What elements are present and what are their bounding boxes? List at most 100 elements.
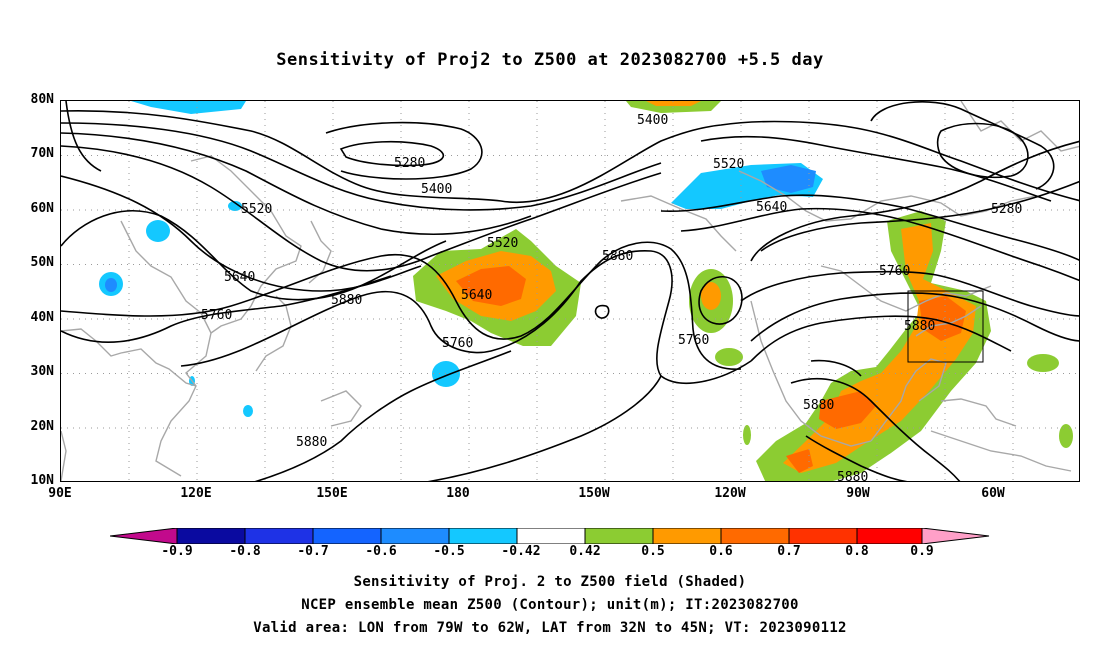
negative-region: [105, 278, 117, 292]
contour-line: [750, 315, 1012, 362]
contour-line: [805, 435, 908, 481]
colorbar-label: 0.42: [569, 544, 601, 559]
contour-label: 5640: [461, 288, 492, 303]
contour-line: [750, 140, 1079, 262]
coastline: [930, 430, 1072, 472]
lat-label-70n: 70N: [30, 146, 54, 161]
contour-line: [61, 210, 447, 301]
positive-region: [646, 101, 701, 106]
colorbar-label: 0.6: [709, 544, 733, 559]
colorbar-label: 0.7: [777, 544, 801, 559]
contour-line: [698, 276, 743, 325]
colorbar-swatch: [312, 528, 382, 544]
contour-labels: 5280 5400 5520 5640 5760 5880 5880 5520 …: [201, 113, 1022, 481]
coastline: [620, 195, 737, 252]
grid: [61, 101, 1079, 481]
footer-line-1: Sensitivity of Proj. 2 to Z500 field (Sh…: [353, 574, 747, 590]
colorbar-label: -0.6: [365, 544, 397, 559]
lat-label-50n: 50N: [30, 255, 54, 270]
contour-line: [339, 140, 445, 167]
contour-line: [65, 101, 102, 172]
lon-label-150w: 150W: [578, 486, 610, 501]
positive-region: [1059, 424, 1073, 448]
coastline: [120, 220, 212, 477]
contour-line: [61, 275, 392, 343]
colorbar-right-arrow: [921, 528, 990, 544]
positive-region: [819, 391, 876, 429]
contour-label: 5880: [602, 249, 633, 264]
positive-region: [919, 296, 966, 341]
contour-line: [61, 122, 662, 211]
positive-region: [456, 266, 526, 306]
colorbar-swatch: [788, 528, 858, 544]
lon-label-180: 180: [446, 486, 470, 501]
coastline: [820, 265, 992, 312]
coastline: [190, 155, 302, 334]
coastline: [750, 300, 872, 447]
colorbar-left-arrow: [110, 528, 178, 544]
contour-line: [700, 135, 1052, 202]
contour-line: [180, 250, 752, 384]
lon-label-90w: 90W: [846, 486, 870, 501]
colorbar-label: -0.7: [297, 544, 329, 559]
coastline: [870, 358, 947, 442]
sensitivity-shading: [99, 101, 1073, 481]
contour-line: [61, 241, 742, 370]
lat-label-30n: 30N: [30, 364, 54, 379]
positive-region: [756, 211, 991, 481]
contour-label: 5880: [803, 398, 834, 413]
map-panel[interactable]: 5280 5400 5520 5640 5760 5880 5880 5520 …: [60, 100, 1080, 482]
contour-label: 5880: [331, 293, 362, 308]
contour-line: [660, 194, 1079, 261]
contour-line: [760, 180, 1079, 252]
lat-label-60n: 60N: [30, 201, 54, 216]
coastline: [61, 430, 67, 481]
lon-label-120e: 120E: [180, 486, 212, 501]
colorbar-swatch: [516, 528, 586, 544]
negative-region: [243, 405, 253, 417]
colorbar-label: -0.42: [501, 544, 541, 559]
negative-region: [228, 201, 242, 211]
contour-label: 5280: [991, 202, 1022, 217]
positive-region: [783, 223, 976, 473]
positive-region: [701, 282, 721, 310]
coastline: [255, 295, 292, 372]
colorbar-label: 0.8: [845, 544, 869, 559]
lon-label-150e: 150E: [316, 486, 348, 501]
contour-label: 5760: [879, 264, 910, 279]
colorbar-label: -0.8: [229, 544, 261, 559]
contour-label: 5520: [713, 157, 744, 172]
colorbar-swatch: [244, 528, 314, 544]
contour-label: 5640: [756, 200, 787, 215]
colorbar-swatch: [856, 528, 923, 544]
positive-region: [1027, 354, 1059, 372]
contour-line: [61, 145, 662, 272]
lon-label-60w: 60W: [981, 486, 1005, 501]
contour-line: [740, 270, 1079, 317]
colorbar-swatch: [380, 528, 450, 544]
lat-label-10n: 10N: [30, 473, 54, 488]
colorbar-swatch: [448, 528, 518, 544]
map-title: Sensitivity of Proj2 to Z500 at 20230827…: [276, 50, 824, 70]
coastline: [915, 305, 982, 337]
valid-area-box[interactable]: [907, 290, 984, 363]
contour-label: 5880: [904, 319, 935, 334]
contour-label: 5400: [421, 182, 452, 197]
contour-line: [680, 207, 1079, 282]
contour-line: [61, 132, 532, 236]
contour-line: [254, 350, 512, 481]
map-svg: 5280 5400 5520 5640 5760 5880 5880 5520 …: [61, 101, 1079, 481]
lat-label-40n: 40N: [30, 310, 54, 325]
contour-line: [325, 121, 483, 180]
colorbar: [110, 528, 990, 544]
lon-label-120w: 120W: [714, 486, 746, 501]
colorbar-label: 0.5: [641, 544, 665, 559]
contour-label: 5280: [394, 156, 425, 171]
contour-label: 5520: [487, 236, 518, 251]
negative-region: [146, 220, 170, 242]
contour-line: [594, 304, 610, 319]
contour-line: [61, 109, 1079, 204]
colorbar-label: -0.5: [433, 544, 465, 559]
positive-region: [786, 449, 813, 473]
negative-region: [131, 101, 246, 114]
